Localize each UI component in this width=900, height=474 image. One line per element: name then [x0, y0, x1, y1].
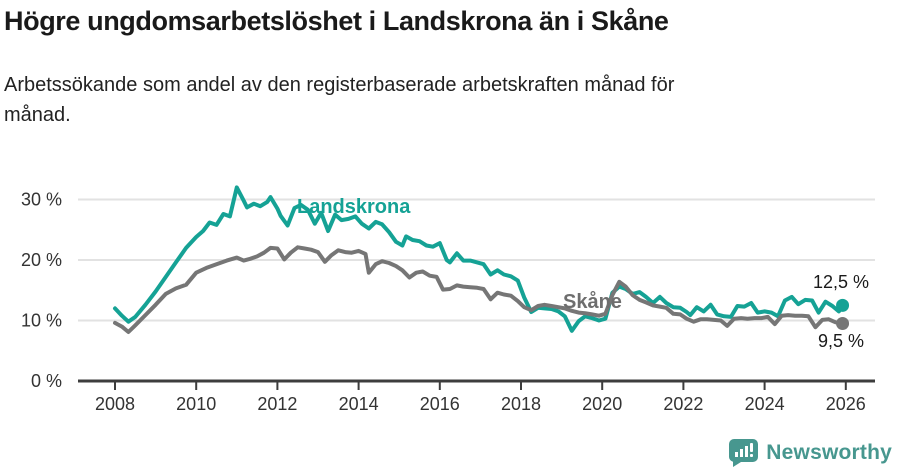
- x-tick-label: 2008: [95, 394, 135, 414]
- series-label-landskrona: Landskrona: [297, 196, 411, 218]
- x-tick-label: 2024: [745, 394, 785, 414]
- end-value-label-skane: 9,5 %: [818, 331, 865, 351]
- end-value-label-landskrona: 12,5 %: [813, 272, 870, 292]
- y-tick-label: 30 %: [21, 190, 62, 210]
- x-tick-label: 2014: [339, 394, 379, 414]
- chart-subtitle: Arbetssökande som andel av den registerb…: [4, 70, 864, 130]
- y-tick-label: 0 %: [31, 371, 62, 391]
- x-tick-label: 2010: [176, 394, 216, 414]
- newsworthy-logo-icon: [728, 438, 759, 468]
- series-line-skåne: [113, 245, 845, 334]
- series-label-skane: Skåne: [563, 291, 622, 313]
- newsworthy-brand-text: Newsworthy: [766, 441, 892, 464]
- x-tick-label: 2026: [826, 394, 866, 414]
- series-end-dot-skåne: [836, 317, 850, 331]
- series-line-landskrona: [113, 185, 845, 333]
- y-tick-label: 20 %: [21, 250, 62, 270]
- newsworthy-branding: Newsworthy: [728, 438, 892, 468]
- chart-subtitle-line-2: månad.: [4, 104, 71, 126]
- x-tick-label: 2022: [663, 394, 703, 414]
- x-tick-label: 2012: [257, 394, 297, 414]
- x-tick-label: 2016: [420, 394, 460, 414]
- series-end-dot-landskrona: [836, 298, 850, 312]
- x-tick-label: 2018: [501, 394, 541, 414]
- chart-subtitle-line-1: Arbetssökande som andel av den registerb…: [4, 74, 675, 96]
- chart-title: Högre ungdomsarbetslöshet i Landskrona ä…: [4, 6, 669, 36]
- y-tick-label: 10 %: [21, 311, 62, 331]
- x-tick-label: 2020: [582, 394, 622, 414]
